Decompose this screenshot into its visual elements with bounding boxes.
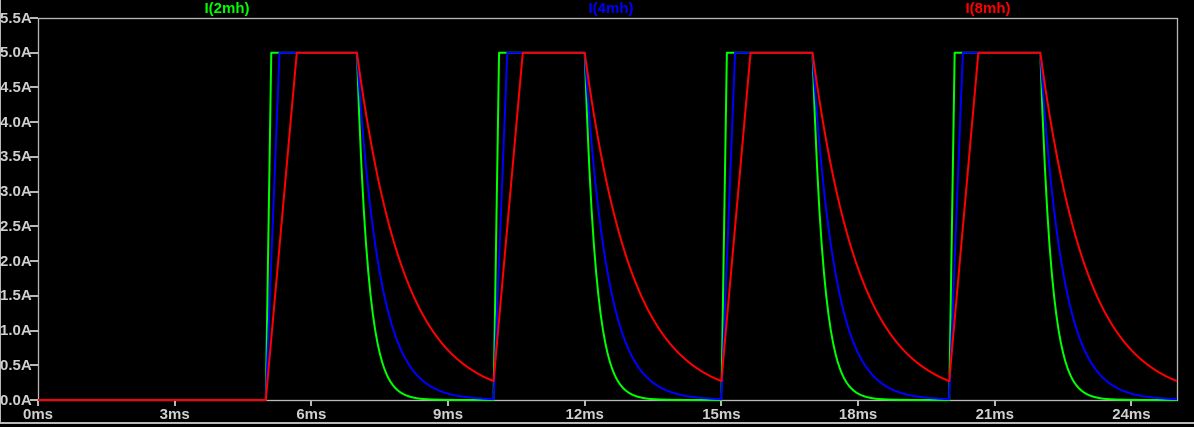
y-axis-tick bbox=[30, 329, 38, 332]
x-axis-tick bbox=[993, 400, 996, 406]
x-axis-tick bbox=[583, 400, 586, 406]
y-axis-label: 0.5A bbox=[0, 356, 32, 374]
plot-frame bbox=[37, 17, 1179, 402]
x-axis-tick bbox=[37, 400, 39, 406]
y-axis-label: 5.5A bbox=[0, 9, 32, 27]
x-axis-label: 0ms bbox=[22, 406, 54, 423]
trace-i4mh bbox=[38, 51, 1178, 401]
y-axis-label: 3.0A bbox=[0, 183, 32, 201]
y-axis-tick bbox=[30, 225, 38, 228]
x-axis-label: 12ms bbox=[565, 406, 604, 423]
y-axis-tick bbox=[30, 51, 38, 54]
y-axis-tick bbox=[30, 86, 38, 89]
trace-i8mh bbox=[38, 51, 1178, 401]
y-axis-label: 5.0A bbox=[0, 44, 32, 62]
y-axis-tick bbox=[30, 17, 38, 19]
x-axis-label: 6ms bbox=[296, 406, 327, 423]
y-axis-label: 1.0A bbox=[0, 322, 32, 340]
y-axis-label: 2.5A bbox=[0, 217, 32, 235]
trace-label-i2mh[interactable]: I(2mh) bbox=[204, 0, 250, 17]
x-axis-label: 15ms bbox=[702, 406, 741, 423]
x-axis-tick bbox=[1130, 400, 1133, 406]
y-axis-tick bbox=[30, 294, 38, 297]
trace-label-i8mh[interactable]: I(8mh) bbox=[965, 0, 1011, 17]
y-axis-tick bbox=[30, 399, 38, 401]
y-axis-label: 4.5A bbox=[0, 78, 32, 96]
y-axis-label: 0.0A bbox=[0, 391, 32, 409]
trace-i2mh bbox=[38, 51, 1177, 401]
x-axis-tick bbox=[310, 400, 313, 406]
y-axis-tick bbox=[30, 260, 38, 263]
x-axis-label: 21ms bbox=[975, 406, 1014, 423]
x-axis-label: 3ms bbox=[159, 406, 190, 423]
y-axis-label: 3.5A bbox=[0, 148, 32, 166]
y-axis-tick bbox=[30, 155, 38, 158]
y-axis-tick bbox=[30, 121, 38, 124]
x-axis-tick bbox=[173, 400, 176, 406]
window-border-bottom bbox=[0, 422, 1194, 424]
y-axis-tick bbox=[30, 190, 38, 193]
y-axis-label: 2.0A bbox=[0, 252, 32, 270]
x-axis-label: 9ms bbox=[433, 406, 464, 423]
y-axis-label: 1.5A bbox=[0, 287, 32, 305]
x-axis-label: 24ms bbox=[1112, 406, 1151, 423]
x-axis-tick bbox=[720, 400, 723, 406]
y-axis-tick bbox=[30, 364, 38, 367]
y-axis-label: 4.0A bbox=[0, 113, 32, 131]
window-border-left bbox=[0, 0, 1, 423]
x-axis-tick bbox=[857, 400, 860, 406]
x-axis-label: 18ms bbox=[838, 406, 878, 423]
trace-label-i4mh[interactable]: I(4mh) bbox=[588, 0, 634, 17]
x-axis-tick bbox=[447, 400, 450, 406]
